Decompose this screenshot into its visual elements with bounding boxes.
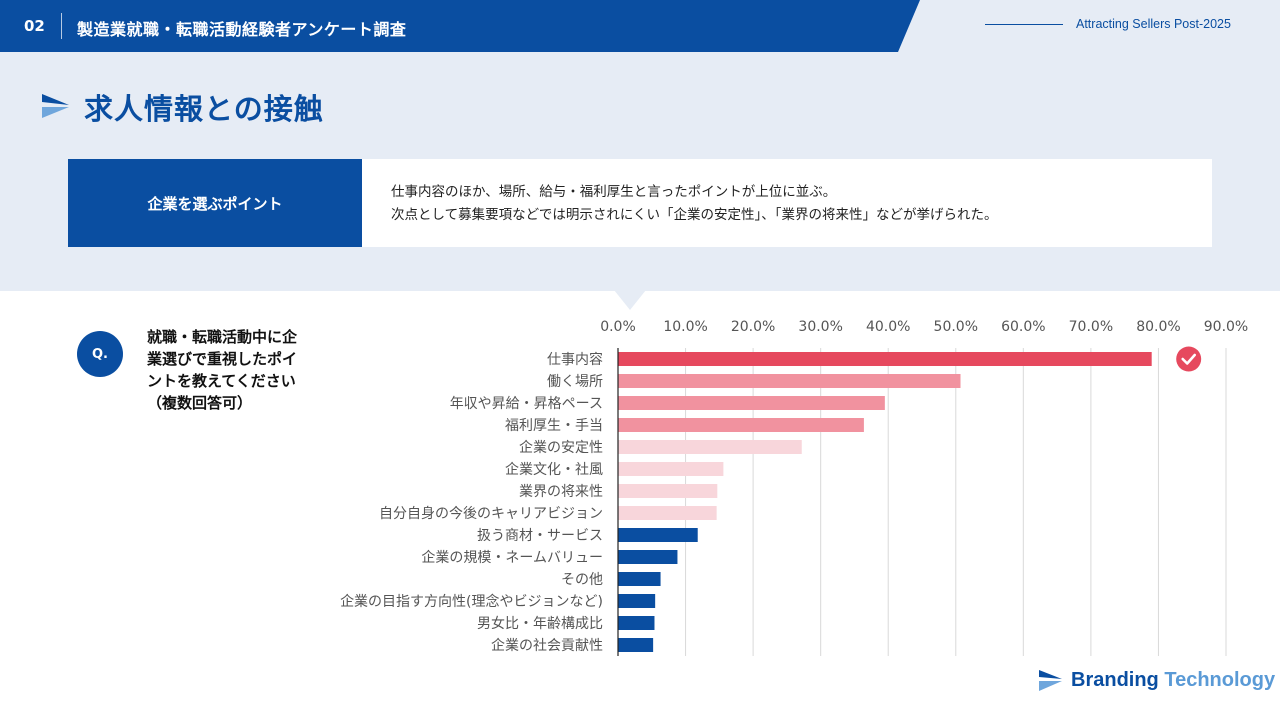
branding-logo-text: Branding Technology [1071,669,1275,692]
check-circle-icon [1176,346,1202,372]
category-label: 年収や昇給・昇格ペース [450,396,603,412]
bar [618,594,656,608]
category-label: その他 [561,572,603,588]
question-line-2: 業選びで重視したポイ [147,350,298,368]
category-label: 扱う商材・サービス [477,528,603,544]
category-label: 業界の将来性 [519,484,603,500]
question-line-1: 就職・転職活動中に企 [147,328,298,346]
bar [618,462,724,476]
logo-word-2: Technology [1164,669,1276,691]
point-label: 企業を選ぶポイント [68,159,362,247]
bar [618,484,718,498]
bar [618,638,654,652]
category-label: 企業文化・社風 [505,461,603,478]
x-tick-label: 20.0% [731,319,775,335]
question-line-4: （複数回答可） [147,394,253,412]
bar [618,572,661,586]
bar [618,506,717,520]
header-band [0,0,920,52]
x-tick-label: 50.0% [934,319,978,335]
category-label: 企業の規模・ネームバリュー [421,549,603,566]
category-label: 企業の目指す方向性(理念やビジョンなど) [340,593,603,610]
logo-word-1: Branding [1071,669,1159,691]
arrow-logo-icon [42,94,69,118]
category-label: 企業の安定性 [519,439,603,456]
x-tick-label: 90.0% [1204,319,1248,335]
category-label: 働く場所 [547,374,603,390]
bar [618,418,864,432]
bar [618,550,678,564]
x-tick-label: 0.0% [600,319,636,335]
point-line-2: 次点として募集要項などでは明示されにくい「企業の安定性」、「業界の将来性」などが… [391,207,998,223]
x-tick-label: 40.0% [866,319,910,335]
point-line-1: 仕事内容のほか、場所、給与・福利厚生と言ったポイントが上位に並ぶ。 [391,184,837,200]
question-line-3: ントを教えてください [147,372,296,390]
question-text: 就職・転職活動中に企 業選びで重視したポイ ントを教えてください （複数回答可） [147,326,317,414]
header-divider [61,13,62,39]
point-summary: 仕事内容のほか、場所、給与・福利厚生と言ったポイントが上位に並ぶ。 次点として募… [362,159,1212,247]
bar [618,352,1152,366]
x-tick-label: 70.0% [1069,319,1113,335]
header-rule [985,24,1063,25]
category-label: 自分自身の今後のキャリアビジョン [379,506,603,522]
check-icon [1181,353,1196,365]
header-tagline: Attracting Sellers Post-2025 [1076,17,1231,31]
x-tick-label: 60.0% [1001,319,1045,335]
header-title: 製造業就職・転職活動経験者アンケート調査 [77,20,407,39]
category-label: 福利厚生・手当 [505,418,603,434]
bar [618,616,655,630]
branding-logo-icon [1039,670,1062,691]
category-label: 男女比・年齢構成比 [477,615,603,632]
bar [618,374,961,388]
x-tick-label: 10.0% [663,319,707,335]
question-badge: Q. [77,331,123,377]
bar [618,440,802,454]
category-label: 企業の社会貢献性 [491,637,603,654]
category-label: 仕事内容 [547,351,603,368]
bar [618,396,885,410]
page-title: 求人情報との接触 [84,92,324,126]
x-tick-label: 30.0% [798,319,842,335]
section-number: 02 [24,17,45,35]
bar [618,528,698,542]
x-tick-label: 80.0% [1136,319,1180,335]
callout-pointer [614,290,646,310]
